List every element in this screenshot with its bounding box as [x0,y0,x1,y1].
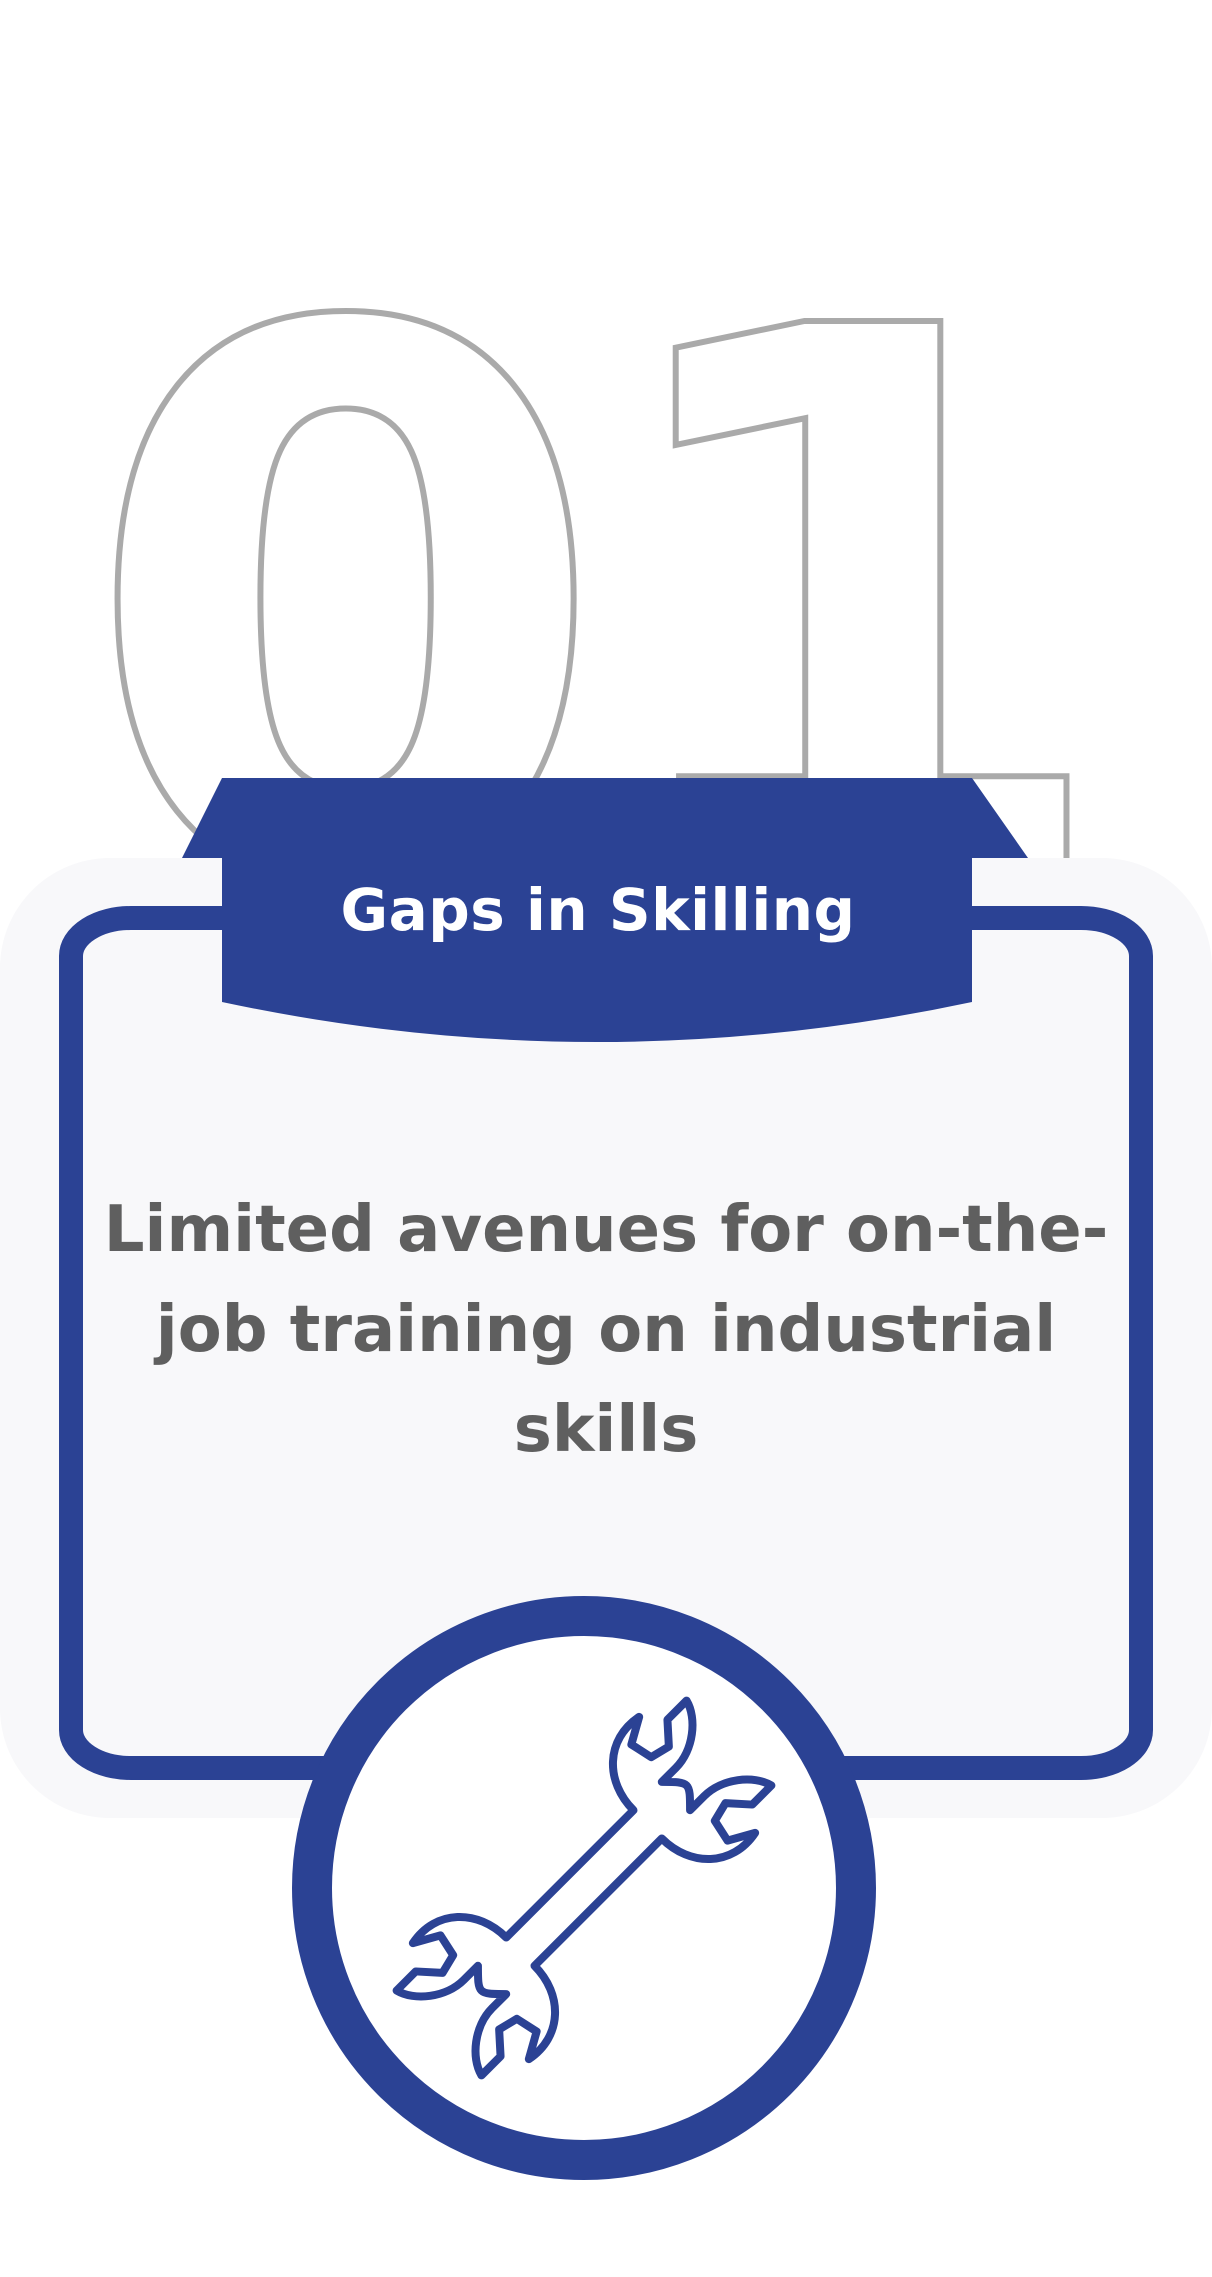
description-text: Limited avenues for on-the-job training … [103,1193,1109,1467]
wrench-icon [392,1696,776,2080]
banner-title: Gaps in Skilling [340,876,856,944]
banner [182,778,1028,1042]
